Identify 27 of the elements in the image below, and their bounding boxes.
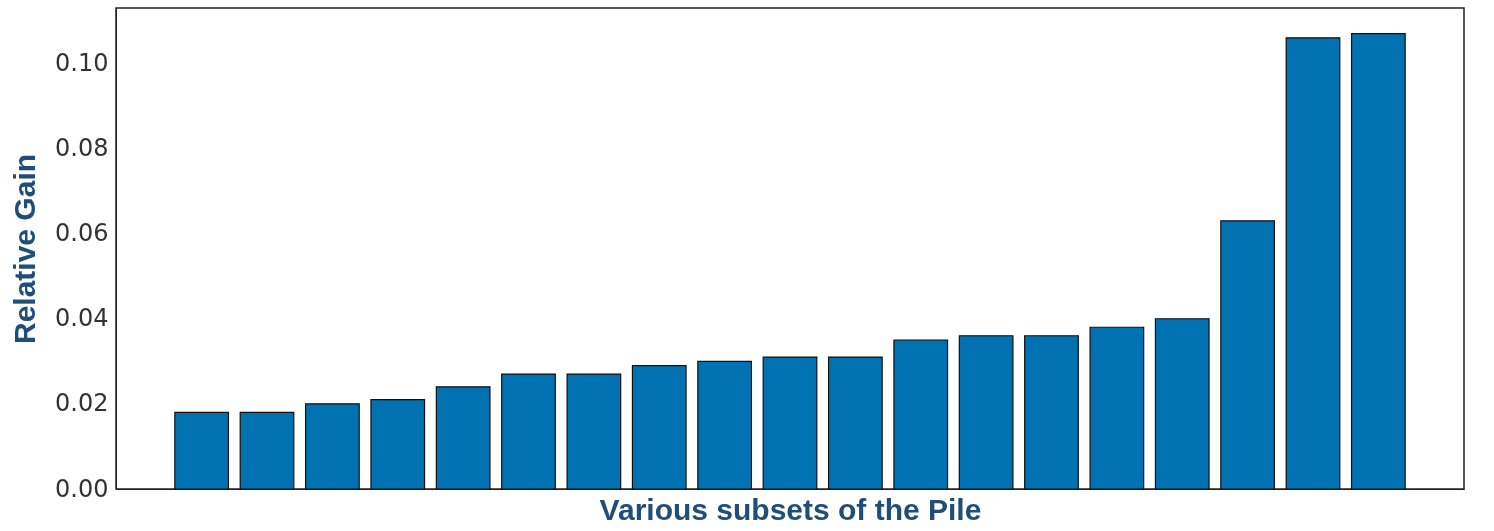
bar xyxy=(304,403,360,490)
y-tick-label: 0.10 xyxy=(55,48,109,77)
y-tick-label: 0.04 xyxy=(55,304,109,333)
y-tick-label: 0.08 xyxy=(55,133,109,162)
bar xyxy=(958,335,1014,490)
bar xyxy=(370,399,426,490)
bar xyxy=(1220,220,1276,490)
bar xyxy=(435,386,491,490)
y-tick-label: 0.06 xyxy=(55,219,109,248)
y-axis-title: Relative Gain xyxy=(8,153,42,345)
bar xyxy=(1154,318,1210,490)
bar xyxy=(762,356,818,490)
bar xyxy=(1089,326,1145,490)
bar xyxy=(566,373,622,490)
bar xyxy=(827,356,883,490)
bar xyxy=(893,339,949,490)
bar xyxy=(501,373,556,490)
bar xyxy=(1024,335,1079,490)
x-axis-title: Various subsets of the Pile xyxy=(599,492,982,526)
bar xyxy=(1350,32,1406,490)
bar xyxy=(697,360,753,490)
bar xyxy=(1285,37,1341,490)
bar xyxy=(631,364,687,490)
y-tick-label: 0.00 xyxy=(55,474,109,503)
y-tick-label: 0.02 xyxy=(55,389,109,418)
bar xyxy=(174,411,230,490)
bar xyxy=(239,411,295,490)
